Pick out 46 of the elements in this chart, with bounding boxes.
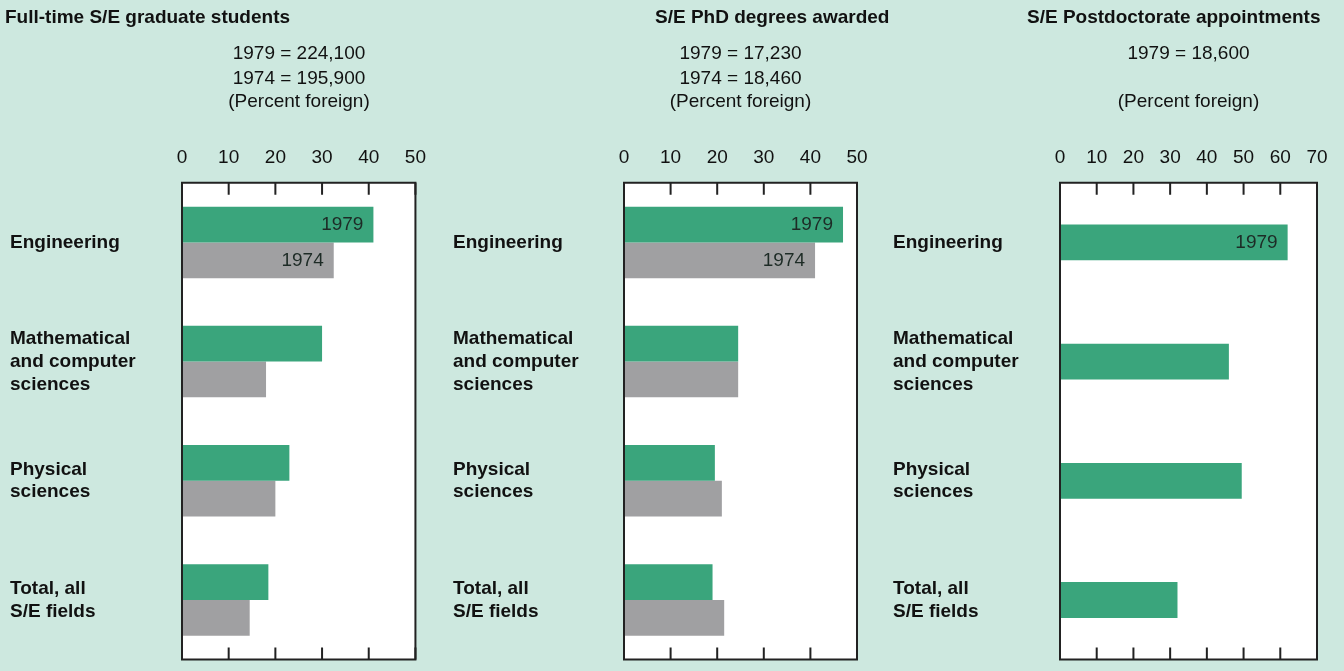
x-tick-label: 30 (1159, 145, 1181, 167)
x-tick-label: 10 (218, 145, 240, 167)
x-axis-title: (Percent foreign) (1117, 90, 1260, 112)
chart-title: Full-time S/E graduate students (5, 6, 291, 28)
y-tick-label: Physical sciences (893, 457, 974, 502)
chart-subtitle: 1979 = 17,230 1974 = 18,460 (679, 41, 802, 90)
chart-subtitle: 1979 = 18,600 (1127, 41, 1250, 65)
chart-title: S/E Postdoctorate appointments (1027, 6, 1321, 28)
x-tick-label: 0 (1054, 145, 1066, 167)
y-tick-label: Total, all S/E fields (453, 576, 539, 621)
y-tick-label: Total, all S/E fields (10, 576, 96, 621)
x-tick-label: 40 (799, 145, 821, 167)
series-label: 1979 (1235, 230, 1278, 252)
x-axis-title: (Percent foreign) (669, 90, 812, 112)
y-tick-label: Engineering (453, 230, 563, 252)
x-tick-label: 20 (1122, 145, 1144, 167)
x-tick-label: 50 (404, 145, 426, 167)
x-tick-label: 60 (1269, 145, 1291, 167)
series-label: 1974 (762, 248, 806, 270)
series-label: 1974 (281, 248, 325, 270)
y-tick-label: Engineering (893, 230, 1003, 252)
y-tick-label: Mathematical and computer sciences (453, 327, 580, 394)
y-tick-label: Mathematical and computer sciences (893, 327, 1020, 394)
x-tick-label: 30 (753, 145, 775, 167)
x-tick-label: 20 (264, 145, 286, 167)
x-tick-label: 0 (618, 145, 630, 167)
series-label: 1979 (321, 212, 364, 234)
x-tick-label: 50 (1233, 145, 1255, 167)
x-tick-label: 70 (1306, 145, 1328, 167)
chart-subtitle: 1979 = 224,100 1974 = 195,900 (232, 41, 366, 90)
x-tick-label: 10 (660, 145, 682, 167)
y-tick-label: Engineering (10, 230, 120, 252)
y-tick-label: Total, all S/E fields (893, 576, 979, 621)
y-tick-label: Mathematical and computer sciences (10, 327, 137, 394)
y-tick-label: Physical sciences (453, 457, 534, 502)
series-label: 1979 (790, 212, 834, 234)
x-tick-label: 30 (311, 145, 333, 167)
x-tick-label: 40 (358, 145, 380, 167)
x-tick-label: 10 (1086, 145, 1108, 167)
x-tick-label: 0 (176, 145, 188, 167)
x-axis-title: (Percent foreign) (228, 90, 370, 112)
chart-title: S/E PhD degrees awarded (655, 6, 890, 28)
y-tick-label: Physical sciences (10, 457, 91, 502)
x-tick-label: 50 (846, 145, 868, 167)
x-tick-label: 40 (1196, 145, 1218, 167)
x-tick-label: 20 (706, 145, 728, 167)
